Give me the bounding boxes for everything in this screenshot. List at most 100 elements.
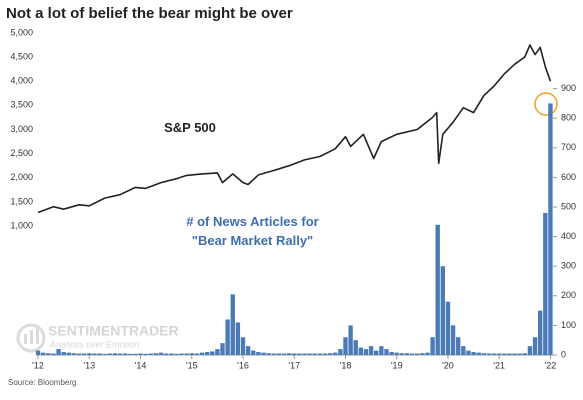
bar bbox=[532, 337, 538, 355]
bar bbox=[66, 352, 71, 355]
bar bbox=[353, 340, 358, 355]
bar bbox=[333, 352, 338, 355]
bar bbox=[266, 353, 271, 355]
bar bbox=[40, 352, 46, 355]
watermark-logo bbox=[30, 330, 33, 344]
watermark: SENTIMENTRADER Analysis over Emotion bbox=[16, 323, 179, 353]
x-tick-label: '18 bbox=[340, 360, 352, 370]
bar bbox=[35, 350, 41, 355]
x-tick-label: '16 bbox=[237, 360, 249, 370]
bar bbox=[199, 352, 205, 355]
series-label: # of News Articles for "Bear Market Rall… bbox=[186, 214, 319, 248]
bar bbox=[522, 353, 527, 355]
bar bbox=[143, 353, 148, 355]
bar bbox=[363, 349, 369, 355]
bar bbox=[281, 353, 287, 355]
bar bbox=[261, 352, 266, 355]
watermark-logo bbox=[24, 334, 27, 344]
bar bbox=[210, 351, 215, 355]
bar bbox=[276, 353, 282, 355]
bar bbox=[225, 319, 230, 355]
bar bbox=[97, 353, 102, 355]
highlight-circle bbox=[534, 92, 558, 116]
source: Source: Bloomberg bbox=[8, 378, 76, 387]
bar bbox=[81, 353, 87, 355]
bar bbox=[307, 353, 312, 355]
bar bbox=[297, 353, 302, 355]
bar bbox=[527, 346, 533, 355]
y2-tick-label: 400 bbox=[561, 231, 576, 241]
y-tick-label: 1,500 bbox=[10, 196, 33, 206]
bar bbox=[420, 353, 425, 355]
y-tick-label: 3,000 bbox=[10, 124, 33, 134]
bar bbox=[148, 353, 153, 355]
y-tick-label: 4,500 bbox=[10, 51, 33, 61]
bar bbox=[543, 212, 548, 355]
bar bbox=[76, 353, 82, 355]
bar bbox=[71, 353, 77, 355]
y-tick-label: 5,000 bbox=[10, 27, 33, 37]
bar bbox=[394, 352, 399, 355]
y2-tick-label: 600 bbox=[561, 172, 576, 182]
x-tick-label: '15 bbox=[186, 360, 198, 370]
bar bbox=[169, 353, 174, 355]
bar bbox=[235, 322, 241, 355]
bar bbox=[450, 325, 456, 355]
bar bbox=[153, 353, 159, 355]
bar bbox=[240, 337, 246, 355]
y2-tick-label: 300 bbox=[561, 261, 576, 271]
y2-tick-label: 0 bbox=[561, 349, 566, 359]
bar bbox=[548, 103, 553, 356]
chart-title: Not a lot of belief the bear might be ov… bbox=[6, 5, 293, 22]
x-tick-label: '17 bbox=[288, 360, 300, 370]
bar bbox=[368, 346, 374, 355]
bar bbox=[338, 349, 343, 355]
bar bbox=[87, 353, 92, 355]
bar bbox=[271, 353, 276, 355]
bar bbox=[456, 337, 461, 355]
bar bbox=[327, 353, 333, 355]
bar bbox=[512, 353, 517, 355]
bar bbox=[92, 353, 97, 355]
bar bbox=[415, 353, 420, 355]
x-tick-label: '12 bbox=[32, 360, 44, 370]
y2-tick-label: 900 bbox=[561, 83, 576, 93]
bar bbox=[538, 310, 543, 355]
x-tick-label: '20 bbox=[442, 360, 454, 370]
bar bbox=[379, 346, 384, 355]
bar bbox=[245, 346, 251, 355]
bar bbox=[476, 352, 481, 355]
bar bbox=[56, 349, 61, 355]
bar bbox=[497, 353, 502, 355]
bar bbox=[230, 294, 235, 355]
bar bbox=[343, 337, 348, 355]
y-tick-label: 1,000 bbox=[10, 220, 33, 230]
watermark-brand: SENTIMENTRADER bbox=[48, 323, 179, 339]
line bbox=[37, 44, 552, 214]
bar bbox=[184, 353, 189, 355]
bar bbox=[302, 353, 307, 355]
x-tick-label: '19 bbox=[391, 360, 403, 370]
bar bbox=[51, 353, 56, 355]
bar bbox=[179, 353, 184, 355]
x-tick-label: '14 bbox=[135, 360, 147, 370]
bar bbox=[286, 353, 292, 355]
y2-tick-label: 500 bbox=[561, 201, 576, 211]
y2-tick-label: 200 bbox=[561, 290, 576, 300]
y-tick-label: 2,500 bbox=[10, 148, 33, 158]
bar bbox=[404, 353, 410, 355]
bar bbox=[317, 353, 323, 355]
y2-tick-label: 100 bbox=[561, 320, 576, 330]
bar bbox=[163, 353, 169, 355]
bar bbox=[204, 352, 210, 355]
bar bbox=[517, 353, 522, 355]
bar bbox=[322, 353, 328, 355]
bar bbox=[466, 350, 471, 355]
bar bbox=[256, 352, 261, 355]
watermark-tagline: Analysis over Emotion bbox=[50, 339, 139, 349]
watermark-logo bbox=[36, 326, 39, 344]
bar bbox=[61, 352, 66, 355]
bar bbox=[348, 325, 353, 355]
bar bbox=[440, 266, 446, 355]
